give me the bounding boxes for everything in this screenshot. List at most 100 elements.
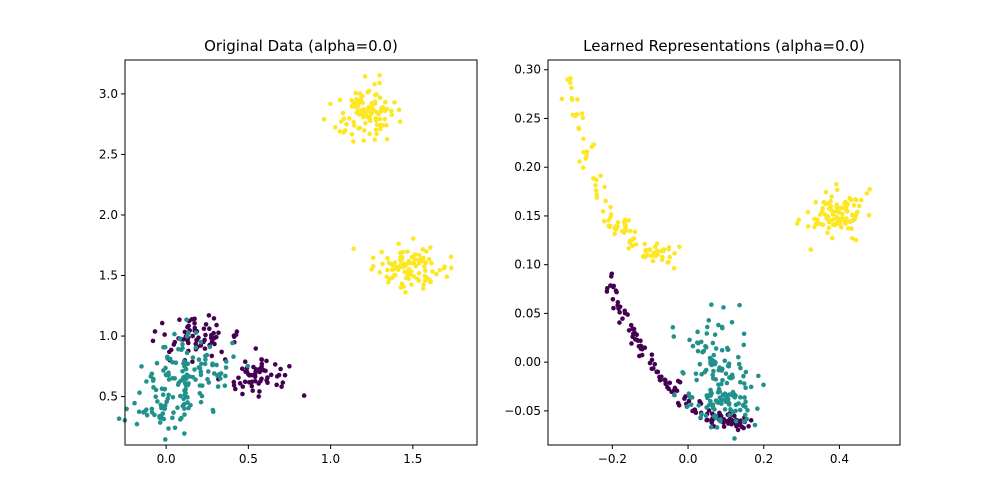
right-series-0-point [652, 361, 658, 367]
left-series-1-point [159, 405, 164, 411]
left-series-1-point [198, 339, 204, 345]
left-series-0-point [159, 320, 165, 326]
right-series-1-point [708, 387, 713, 393]
left-series-0-point [252, 374, 258, 380]
left-series-1-point [186, 381, 191, 386]
right-series-2-point [615, 219, 621, 225]
left-series-2-point [380, 261, 385, 267]
right-series-0-point [608, 283, 613, 288]
right-series-2-point [621, 230, 627, 235]
left-series-1-point [223, 365, 229, 370]
left-y-tick-label: 1.5 [99, 269, 118, 283]
right-series-2-point [626, 218, 631, 223]
left-series-2-point [357, 125, 363, 131]
left-series-0-point [257, 389, 262, 394]
right-series-0-point [726, 421, 731, 426]
left-series-0-point [231, 383, 237, 388]
right-series-2-point [826, 225, 832, 231]
right-series-0-point [608, 274, 614, 279]
right-series-2-point [572, 113, 578, 119]
left-series-1-point [196, 357, 202, 362]
right-series-2-point [820, 209, 825, 214]
right-series-0-point [692, 407, 698, 413]
right-series-2-point [822, 212, 828, 217]
left-series-2-point [377, 270, 383, 275]
right-series-2-point [830, 217, 835, 222]
right-series-1-point [722, 358, 728, 364]
left-series-1-point [151, 376, 156, 382]
right-series-1-point [738, 395, 743, 400]
right-series-2-point [794, 221, 800, 226]
left-series-2-point [398, 264, 404, 270]
right-series-2-point [848, 197, 854, 203]
left-series-1-point [167, 356, 173, 362]
right-series-0-point [675, 378, 681, 384]
right-series-1-point [736, 401, 741, 406]
left-series-0-point [203, 332, 208, 338]
left-series-1-point [198, 399, 204, 405]
left-series-1-point [132, 400, 137, 406]
left-series-2-point [400, 249, 406, 255]
left-series-2-point [429, 260, 434, 266]
right-series-2-point [655, 248, 660, 254]
right-series-1-point [672, 392, 677, 398]
left-series-0-point [260, 367, 265, 372]
left-series-0-point [177, 317, 182, 322]
left-series-2-point [399, 255, 405, 260]
right-series-2-point [575, 97, 580, 102]
right-series-1-point [723, 371, 729, 376]
left-series-1-point [198, 369, 204, 375]
left-series-0-point [216, 330, 221, 336]
right-series-0-point [620, 316, 625, 321]
right-series-2-point [654, 241, 660, 246]
right-series-2-point [569, 97, 575, 102]
right-series-2-point [667, 254, 673, 260]
left-series-2-point [367, 114, 373, 119]
right-series-0-point [639, 344, 644, 349]
right-series-2-point [633, 242, 639, 247]
left-series-2-point [441, 266, 447, 271]
right-series-1-point [743, 385, 748, 391]
left-series-0-point [250, 388, 256, 393]
left-series-1-point [170, 394, 176, 400]
left-series-1-point [170, 415, 175, 421]
left-series-0-point [201, 326, 207, 332]
left-chart-title: Original Data (alpha=0.0) [204, 37, 398, 55]
left-series-2-point [426, 256, 432, 262]
right-y-tick-label: 0.20 [514, 160, 541, 174]
right-series-1-point [685, 404, 690, 409]
right-series-1-point [687, 337, 692, 343]
right-series-2-point [855, 209, 860, 215]
right-series-2-point [853, 213, 858, 219]
right-series-2-point [647, 247, 653, 252]
left-series-0-point [279, 384, 284, 389]
left-series-1-point [172, 425, 178, 431]
right-series-1-point [722, 391, 728, 396]
right-series-1-point [721, 397, 727, 403]
right-series-0-point [649, 352, 655, 357]
left-series-0-point [256, 394, 262, 399]
left-series-0-point [268, 372, 274, 378]
right-series-0-point [709, 420, 715, 425]
right-series-2-point [632, 229, 638, 235]
right-series-1-point [712, 332, 718, 337]
left-series-1-point [157, 420, 163, 425]
right-series-0-point [613, 288, 619, 294]
right-series-1-point [687, 394, 692, 399]
right-series-1-point [744, 416, 750, 422]
left-series-0-point [211, 316, 217, 321]
left-series-1-point [166, 426, 171, 431]
right-y-tick-label: 0.25 [514, 111, 541, 125]
right-series-1-point [705, 324, 710, 330]
right-series-2-point [805, 209, 811, 215]
left-series-0-point [264, 358, 269, 364]
left-series-2-point [356, 99, 362, 105]
right-series-0-point [737, 422, 743, 428]
right-series-1-point [727, 412, 732, 418]
right-series-2-point [827, 220, 832, 225]
left-series-1-point [152, 412, 157, 418]
left-series-1-point [155, 399, 160, 404]
left-series-1-point [124, 406, 129, 412]
left-y-tick-label: 2.5 [99, 147, 118, 161]
right-x-tick-label: 0.0 [678, 452, 697, 466]
